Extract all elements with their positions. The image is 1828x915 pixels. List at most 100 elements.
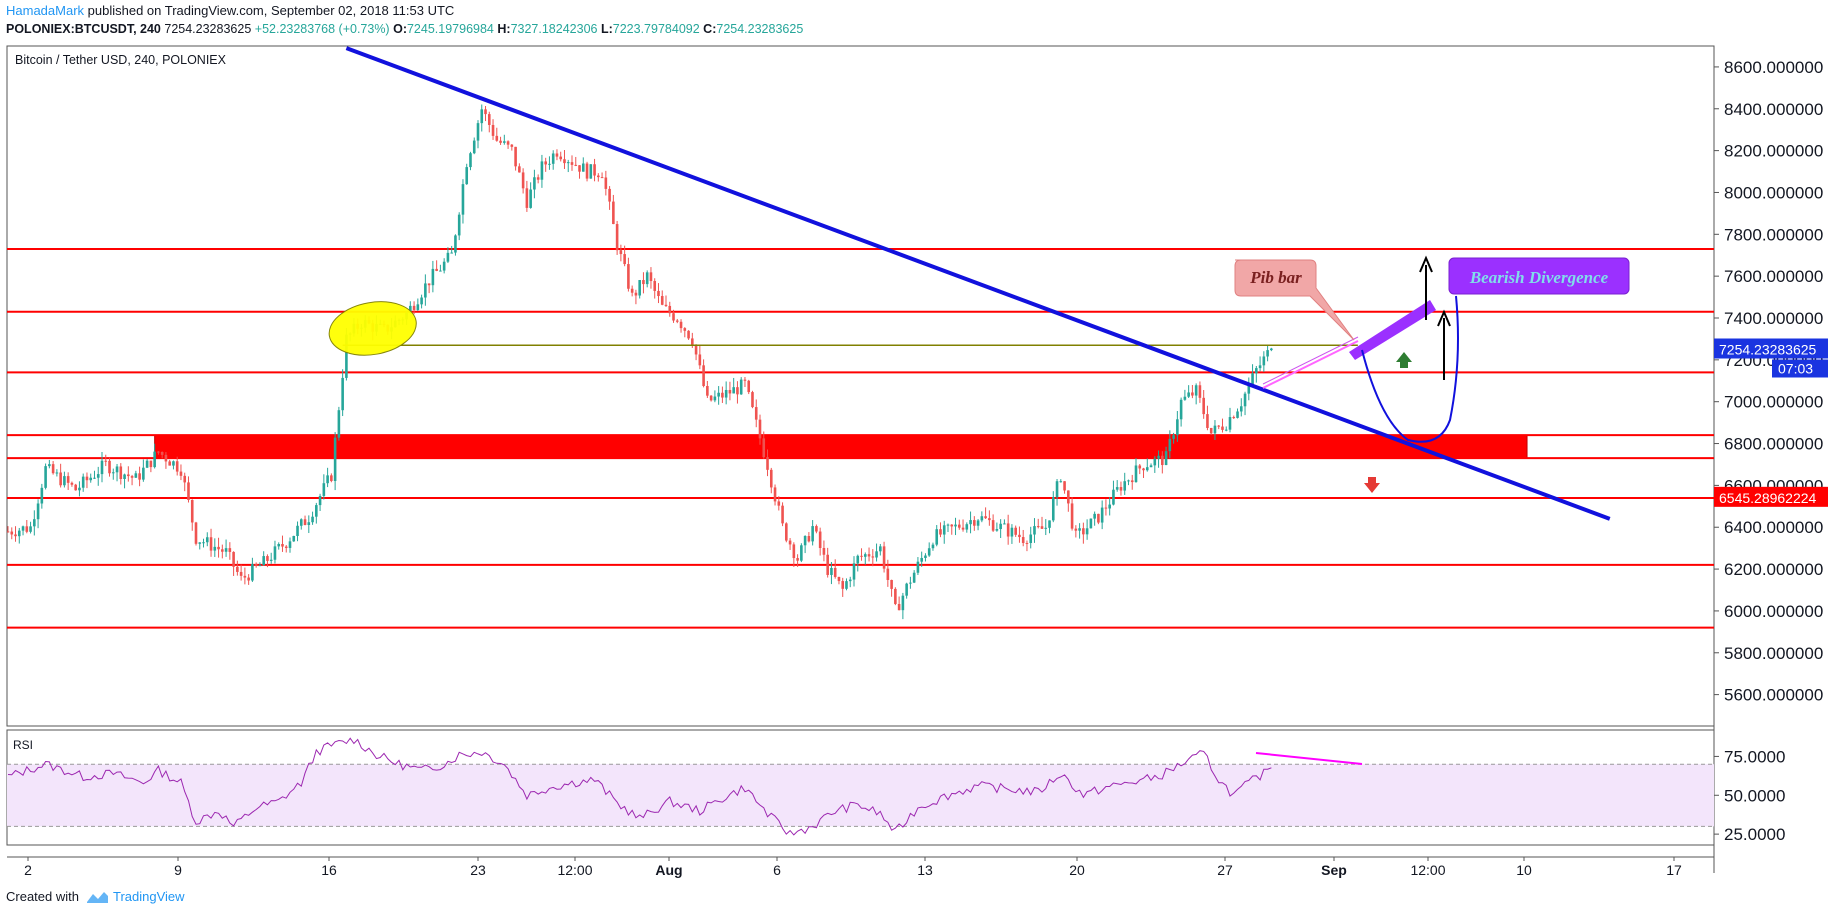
candle-body	[815, 526, 818, 532]
time-tick-label: 16	[321, 862, 337, 878]
open-label: O:	[393, 22, 407, 36]
candle-body	[228, 548, 232, 552]
candle-body	[1176, 419, 1179, 436]
candle-body	[1082, 528, 1085, 535]
candle-body	[284, 546, 288, 548]
candle-body	[1048, 520, 1051, 528]
published-text: published on TradingView.com, September …	[87, 3, 455, 18]
chart-title: Bitcoin / Tether USD, 240, POLONIEX	[15, 53, 227, 67]
candle-body	[1104, 507, 1108, 509]
candle-body	[1179, 399, 1183, 420]
divergence-line-2	[1262, 336, 1359, 385]
candle-body	[698, 354, 702, 366]
candle-body	[503, 141, 506, 143]
candle-body	[277, 544, 281, 547]
candle-body	[1153, 458, 1157, 466]
candle-body	[322, 483, 326, 496]
candle-body	[1262, 356, 1266, 366]
red-down-arrow-icon	[1364, 477, 1380, 493]
candle-body	[931, 544, 935, 549]
candle-body	[905, 583, 908, 596]
level-price-badge-text: 6545.28962224	[1719, 490, 1817, 506]
candle-body	[555, 153, 559, 157]
candle-body	[1003, 523, 1006, 525]
rsi-line	[7, 737, 1272, 836]
candle-body	[1149, 465, 1153, 468]
candle-body	[702, 365, 705, 386]
price-tick-label: 5800.000000	[1724, 644, 1823, 663]
candle-body	[1142, 468, 1145, 471]
highlight-ellipse	[328, 301, 417, 356]
candle-body	[1123, 481, 1127, 491]
candle-body	[969, 520, 972, 525]
candle-body	[627, 264, 630, 289]
candle-body	[604, 177, 608, 189]
candle-body	[66, 476, 70, 483]
price-tick-label: 7000.000000	[1724, 393, 1823, 412]
candle-body	[1239, 406, 1243, 412]
candle-body	[924, 555, 927, 558]
time-tick-label: 2	[24, 862, 32, 878]
price-tick-label: 6000.000000	[1724, 602, 1823, 621]
rsi-tick-label: 50.0000	[1724, 786, 1785, 805]
candle-body	[17, 530, 21, 537]
candle-body	[1108, 504, 1111, 509]
candle-body	[709, 395, 713, 401]
time-tick-label: 20	[1069, 862, 1085, 878]
candle-body	[21, 526, 25, 531]
rsi-tick-label: 75.0000	[1724, 747, 1785, 766]
candle-body	[142, 467, 145, 480]
candle-body	[29, 526, 32, 532]
candle-body	[232, 551, 235, 567]
candle-body	[258, 565, 262, 567]
candle-body	[856, 555, 860, 564]
candle-body	[1055, 481, 1059, 498]
tradingview-link[interactable]: TradingView	[85, 889, 185, 905]
candle-body	[1085, 528, 1089, 535]
candle-body	[469, 153, 472, 168]
author-link[interactable]: HamadaMark	[6, 3, 85, 18]
candle-body	[172, 461, 175, 466]
candle-body	[1029, 534, 1033, 544]
candle-body	[409, 305, 412, 313]
candle-body	[251, 563, 254, 581]
candle-body	[1074, 528, 1078, 531]
candle-body	[1138, 465, 1142, 469]
candle-body	[773, 487, 777, 502]
green-up-arrow-icon	[1396, 352, 1412, 368]
candle-body	[803, 536, 807, 546]
candle-body	[1033, 526, 1036, 535]
candle-body	[833, 568, 837, 577]
candle-body	[213, 546, 217, 551]
target-arrow-up-2-head	[1437, 309, 1451, 327]
candle-body	[559, 156, 563, 160]
candle-body	[439, 270, 442, 272]
candle-body	[649, 272, 653, 282]
candle-body	[315, 505, 318, 517]
footer: Created with TradingView	[6, 889, 185, 905]
price-tick-label: 7800.000000	[1724, 225, 1823, 244]
candle-body	[1236, 411, 1239, 418]
candle-body	[728, 389, 732, 394]
rsi-tick-label: 25.0000	[1724, 825, 1785, 844]
candle-body	[525, 188, 529, 208]
pib-bar-box	[1234, 259, 1355, 341]
candle-body	[1021, 537, 1025, 543]
candle-body	[330, 475, 333, 481]
price-tick-label: 8000.000000	[1724, 183, 1823, 202]
candle-body	[988, 518, 991, 521]
candle-body	[660, 296, 664, 305]
candle-body	[431, 268, 435, 286]
candle-body	[224, 548, 228, 552]
candle-body	[130, 476, 134, 478]
bearish-divergence-callout: Bearish Divergence	[1448, 257, 1630, 295]
candle-body	[1018, 534, 1021, 538]
publish-info: HamadaMark published on TradingView.com,…	[6, 3, 454, 19]
time-tick-label: 23	[470, 862, 486, 878]
candle-body	[341, 377, 344, 411]
candle-body	[326, 475, 329, 484]
candle-body	[44, 466, 47, 488]
candle-body	[822, 548, 826, 555]
candle-body	[236, 566, 239, 572]
